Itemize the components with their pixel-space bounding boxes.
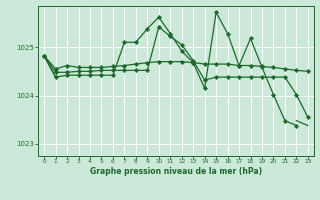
X-axis label: Graphe pression niveau de la mer (hPa): Graphe pression niveau de la mer (hPa) (90, 167, 262, 176)
